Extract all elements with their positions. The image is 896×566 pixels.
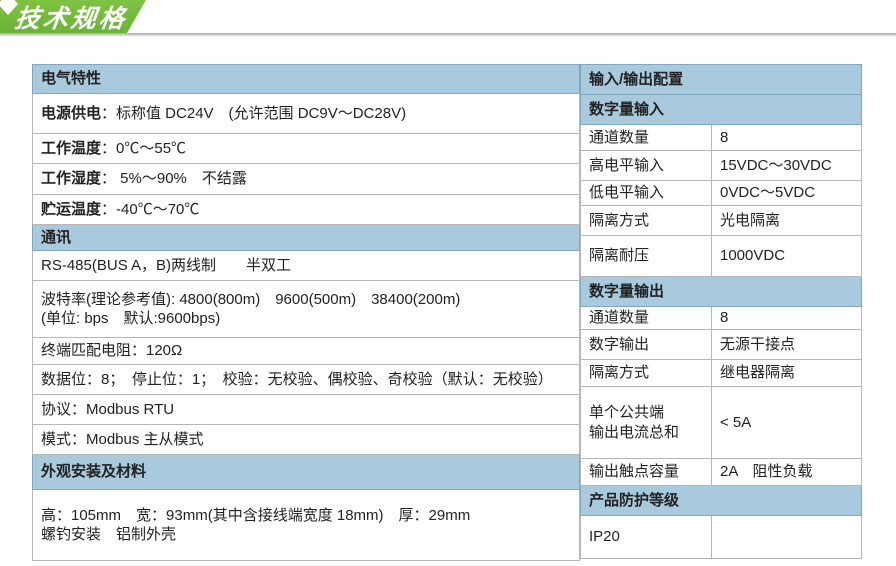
svg-text:技术规格: 技术规格 — [13, 5, 129, 33]
